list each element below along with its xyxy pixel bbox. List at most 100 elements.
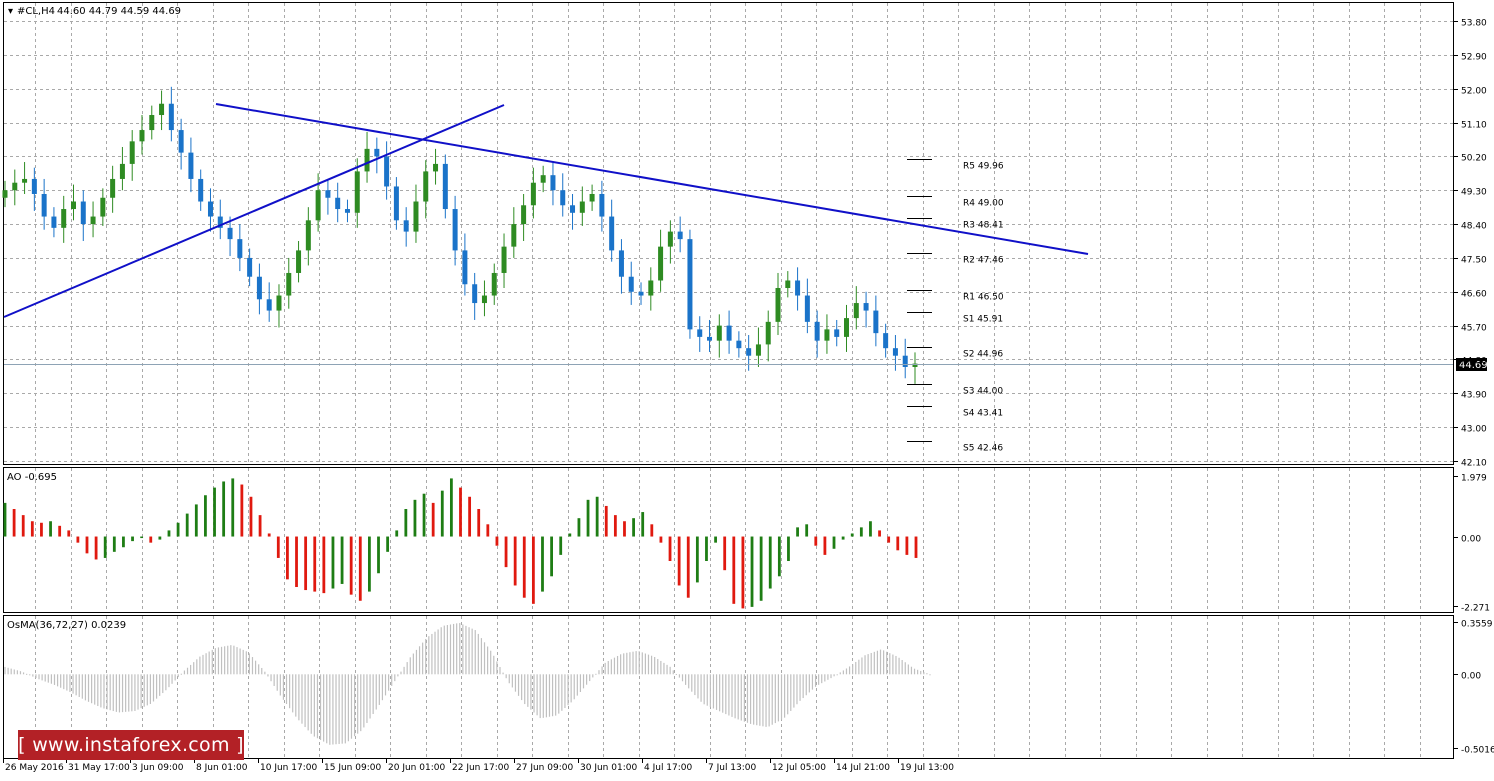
osma-bar [249,653,250,674]
osma-bar [438,629,439,674]
pivot-label: S5 42.46 [963,444,1003,454]
ao-bar [523,537,526,598]
time-axis-label: 26 May 2016 [5,763,64,773]
osma-bar [144,674,145,706]
osma-bar [7,668,8,675]
osma-bar [267,674,268,676]
osma-bar [280,674,281,695]
osma-bar [252,657,253,674]
candle-body [91,217,96,225]
osma-bar [546,674,547,717]
osma-bar [586,674,587,684]
osma-bar [342,674,343,743]
osma-bar [502,673,503,675]
ao-bar [240,485,243,537]
ao-bar [58,526,61,537]
osma-bar [685,674,686,685]
osma-bar [521,674,522,700]
osma-bar [694,674,695,695]
osma-bar [100,674,101,707]
osma-bar [883,650,884,674]
osma-bar [654,657,655,674]
osma-bar [444,626,445,675]
ao-bar [359,537,362,601]
osma-bar [103,674,104,708]
price-axis-label: 51.10 [1461,121,1487,131]
candle-body [433,164,438,172]
ao-bar [459,488,462,537]
candle-body [32,179,37,194]
osma-bar [181,674,182,675]
osma-bar [311,674,312,733]
osma-bar [79,674,80,697]
candle-body [355,171,360,212]
ao-bar [687,537,690,598]
osma-bar [134,674,135,711]
osma-bar [821,674,822,683]
osma-bar [636,651,637,674]
candle-body [61,209,66,228]
ao-bar [796,527,799,536]
osma-bar [277,674,278,690]
candle-body [844,318,849,337]
osma-bar [459,623,460,674]
osma-bar [796,674,797,704]
candle-body [805,296,810,322]
osma-bar [184,671,185,675]
osma-bar [369,674,370,718]
candle-body [873,311,878,334]
osma-bar [815,674,816,687]
osma-bar [803,674,804,698]
osma-bar [116,674,117,712]
ao-bar [277,537,280,558]
ao-bar [915,537,918,558]
osma-bar [781,674,782,719]
osma-bar [298,674,299,720]
main-price-panel[interactable] [4,3,1454,465]
price-axis-label: 45.70 [1461,324,1487,334]
osma-bar [261,668,262,674]
pivot-label: R5 49.96 [963,162,1004,172]
candle-body [120,164,125,179]
ao-bar [860,527,863,536]
candle-body [100,198,105,217]
osma-bar [914,669,915,675]
osma-bar [902,660,903,674]
candle-body [384,156,389,186]
time-axis-label: 12 Jul 05:00 [772,763,826,773]
osma-bar [660,661,661,674]
osma-bar [345,674,346,743]
osma-bar [571,674,572,702]
time-axis-label: 31 May 17:00 [68,763,130,773]
candle-body [903,356,908,367]
osma-bar [17,670,18,674]
candle-body [316,190,321,220]
ao-bar [787,537,790,561]
ao-bar [587,500,590,537]
osma-bar [923,672,924,674]
osma-bar [564,674,565,708]
ao-bar [204,495,207,536]
osma-bar [620,654,621,674]
time-axis-label: 15 Jun 09:00 [324,763,381,773]
osma-bar [490,651,491,675]
osma-bar [187,668,188,675]
osma-bar [29,674,30,675]
osma-bar [168,674,169,687]
osma-bar [682,674,683,681]
osma-bar [561,674,562,711]
time-axis-label: 4 Jul 17:00 [644,763,693,773]
osma-bar [221,647,222,674]
osma-bar [400,672,401,675]
osma-bar [898,658,899,675]
osma-bar [410,657,411,674]
candle-body [854,303,859,318]
ao-panel[interactable] [4,468,1454,613]
candle-body [609,217,614,251]
osma-bar [72,674,73,693]
osma-bar [360,674,361,731]
ao-bar [404,509,407,537]
osma-bar [165,674,166,690]
